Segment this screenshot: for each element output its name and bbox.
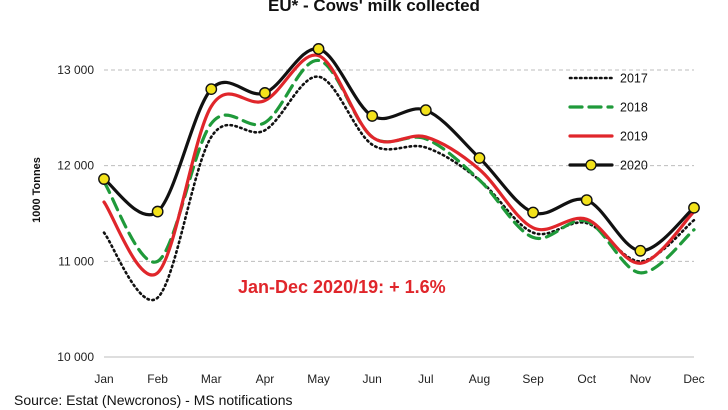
y-tick-label: 11 000 [58,254,94,268]
x-axis-ticks: Jan Feb Mar Apr May Jun Jul Aug Sep Oct Nov Dec [94,372,704,386]
data-point-2020 [688,201,700,214]
data-point-2020 [580,194,593,207]
chart-annotation: Jan-Dec 2020/19: + 1.6% [238,277,446,297]
data-point-2020 [259,87,271,99]
y-axis-ticks: 10 000 11 000 12 000 13 000 [57,63,94,364]
x-tick-label: Nov [630,372,651,386]
legend-label-2019: 2019 [620,130,648,144]
x-tick-label: Oct [577,372,596,386]
data-point-2020 [98,173,110,185]
x-tick-label: Jul [418,372,433,386]
x-tick-label: Dec [683,372,704,386]
x-tick-label: Sep [522,372,544,386]
x-tick-label: May [307,372,330,386]
series-line-2019 [102,53,696,277]
data-point-2020 [366,110,379,122]
source-note: Source: Estat (Newcronos) - MS notificat… [14,392,293,408]
data-point-2020 [312,43,325,55]
legend-label-2017: 2017 [620,72,648,86]
series-markers [98,43,700,257]
data-point-2020 [527,206,539,219]
series-line-2018 [102,58,696,275]
x-tick-label: Aug [469,372,490,386]
x-tick-label: Apr [256,372,275,386]
data-point-2020 [151,205,164,218]
y-axis-label: 1000 Tonnes [31,157,43,223]
x-tick-label: Mar [201,372,222,386]
chart-title: EU* - Cows' milk collected [268,0,480,15]
x-tick-label: Jan [94,372,113,386]
y-tick-label: 13 000 [57,63,94,77]
series-line-2017 [102,75,696,302]
legend-label-2020: 2020 [620,159,648,173]
data-point-2020 [473,152,486,164]
x-tick-label: Jun [363,372,382,386]
legend-label-2018: 2018 [620,101,648,115]
legend: 2017 2018 2019 2020 [568,72,648,173]
data-point-2020 [634,244,647,257]
data-point-2020 [419,104,432,117]
data-point-2020 [205,83,218,96]
legend-marker-2020 [585,159,597,171]
y-tick-label: 12 000 [57,159,94,173]
y-tick-label: 10 000 [57,350,94,364]
series-lines [102,47,696,302]
x-tick-label: Feb [147,372,168,386]
